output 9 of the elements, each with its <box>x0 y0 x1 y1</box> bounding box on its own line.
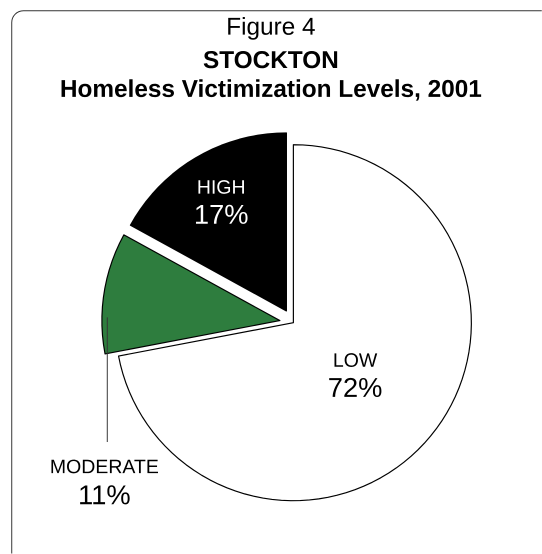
chart-title: STOCKTON <box>204 51 338 68</box>
slice-label: HIGH <box>198 180 244 194</box>
caption: Figure 4 <box>228 17 315 40</box>
chart-subtitle: Homeless Victimization Levels, 2001 <box>61 79 482 101</box>
slice-label: LOW <box>334 353 378 367</box>
slice-label: MODERATE <box>51 460 158 474</box>
data-label: 11% <box>80 485 130 504</box>
data-label: 17% <box>196 204 248 224</box>
data-label: 72% <box>329 378 382 398</box>
